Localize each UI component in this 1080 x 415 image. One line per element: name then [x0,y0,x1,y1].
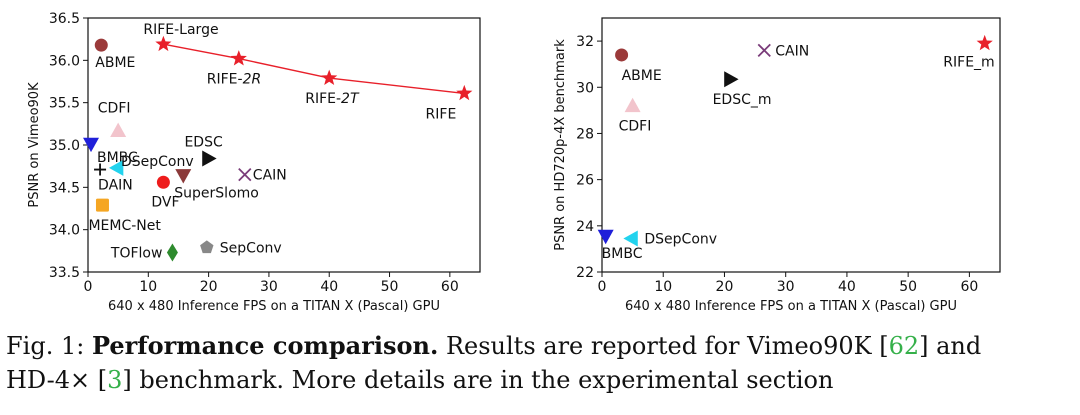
hd-point-abme [615,48,629,62]
vimeo-point-cain [238,167,252,182]
vimeo-x-tick-label: 60 [441,279,459,295]
hd-plot-frame [601,17,1001,273]
hd-y-axis-label: PSNR on HD720p-4X benchmark [553,39,568,251]
vimeo-point-rife-2t-label: RIFE-2T [305,91,360,107]
vimeo-point-bmbc [83,137,100,153]
hd-x-tick-label: 0 [598,279,607,295]
hd-x-tick-label: 50 [899,279,917,295]
hd720p-scatter-chart: 0 10 20 30 40 50 60 22 24 26 28 30 32 640 x 480 Infer… [553,17,1001,314]
hd-point-cdfi-label: CDFI [619,119,652,135]
hd-y-tick-label: 28 [576,126,594,142]
vimeo-point-memc-net [95,198,109,212]
hd-point-rife-m [976,34,993,51]
hd-point-bmbc [597,229,614,245]
vimeo-y-tick-label: 35.0 [49,138,80,154]
caption-citation-62[interactable]: 62 [888,332,920,360]
caption-line-2: HD-4× [3] benchmark. More details are in… [6,363,1076,397]
vimeo-y-tick-label: 33.5 [49,265,80,281]
hd-x-tick-label: 40 [838,279,856,295]
vimeo-y-tick-label: 36.0 [49,53,80,69]
vimeo-point-superslomo [175,169,192,184]
vimeo-point-toflow [166,243,178,262]
vimeo-point-sepconv [200,240,214,254]
vimeo-point-rife-2t [321,69,338,85]
vimeo-x-tick-label: 0 [84,279,93,295]
vimeo-y-tick-label: 34.5 [49,180,80,196]
hd-x-tick-label: 20 [716,279,734,295]
caption-text-2: HD-4× [ [6,366,108,394]
hd-point-cdfi [624,97,641,113]
caption-prefix: Fig. 1: [6,332,85,360]
vimeo-point-edsc [202,150,217,167]
hd-y-tick-label: 24 [576,219,594,235]
vimeo-point-abme [94,38,108,52]
vimeo-point-rife [456,84,473,101]
vimeo90k-scatter-chart: 0 10 20 30 40 50 60 33.5 34.0 34.5 35.0 35.5 36.0 36.… [27,11,481,314]
vimeo-rife-series-line [163,43,465,95]
vimeo-point-rife-2r [230,50,247,66]
vimeo-x-tick-label: 10 [139,279,157,295]
vimeo-point-rife-2r-label: RIFE-2R [207,72,261,88]
hd-point-cain [757,43,771,57]
hd-point-rife-m-label: RIFE_m [943,54,994,70]
vimeo-point-dain-label: DAIN [98,178,133,194]
vimeo-point-cain-label: CAIN [253,168,287,184]
figure-caption: Fig. 1: Performance comparison. Results … [6,329,1076,397]
caption-line-1: Fig. 1: Performance comparison. Results … [6,329,1076,363]
hd-point-dsepconv-label: DSepConv [644,232,717,248]
caption-text-2-end: ] benchmark. More details are in the exp… [122,366,834,394]
vimeo-point-toflow-label: TOFlow [110,246,163,262]
vimeo-x-tick-label: 20 [200,279,218,295]
vimeo-point-dvf-label: DVF [151,194,179,210]
vimeo-point-superslomo-label: SuperSlomo [174,185,259,201]
vimeo-point-sepconv-label: SepConv [220,240,282,256]
vimeo-point-dain [94,163,107,176]
vimeo-x-tick-label: 50 [381,279,399,295]
vimeo-point-cdfi-label: CDFI [98,101,131,117]
hd-point-bmbc-label: BMBC [602,246,643,262]
vimeo-point-rife-large-label: RIFE-Large [143,22,218,38]
hd-x-axis-label: 640 x 480 Inference FPS on a TITAN X (Pa… [625,299,957,314]
hd-x-tick-label: 30 [777,279,795,295]
vimeo-x-axis-label: 640 x 480 Inference FPS on a TITAN X (Pa… [108,299,440,314]
hd-y-tick-label: 32 [576,34,594,50]
hd-x-tick-label: 60 [960,279,978,295]
vimeo-point-dsepconv-label: DSepConv [121,154,194,170]
hd-point-edsc-m [724,71,739,88]
vimeo-point-dsepconv [108,159,124,176]
vimeo-point-rife-large [155,35,172,52]
vimeo-point-abme-label: ABME [95,55,135,71]
vimeo-point-dvf [156,175,170,189]
hd-y-tick-label: 30 [576,80,594,96]
vimeo-y-tick-label: 36.5 [49,11,80,27]
caption-bold: Performance comparison. [91,331,439,360]
vimeo-point-cdfi [110,122,127,138]
hd-point-dsepconv [623,230,638,247]
caption-text-1: Results are reported for Vimeo90K [ [445,332,889,360]
hd-y-tick-label: 22 [576,265,594,281]
hd-point-cain-label: CAIN [775,43,809,59]
hd-y-tick-label: 26 [576,173,594,189]
vimeo-point-rife-label: RIFE [426,106,457,122]
caption-citation-3[interactable]: 3 [107,366,123,394]
vimeo-y-axis-label: PSNR on Vimeo90K [27,82,42,208]
vimeo-y-tick-label: 34.0 [49,223,80,239]
vimeo-point-memc-net-label: MEMC-Net [88,218,161,234]
hd-point-abme-label: ABME [622,68,662,84]
hd-point-edsc-m-label: EDSC_m [713,92,772,108]
vimeo-point-edsc-label: EDSC [184,135,223,151]
hd-x-tick-label: 10 [654,279,672,295]
caption-text-1-end: ] and [919,332,982,360]
vimeo-y-tick-label: 35.5 [49,96,80,112]
vimeo-point-bmbc-label: BMBC [97,150,138,166]
vimeo-x-tick-label: 30 [260,279,278,295]
vimeo-x-tick-label: 40 [320,279,338,295]
